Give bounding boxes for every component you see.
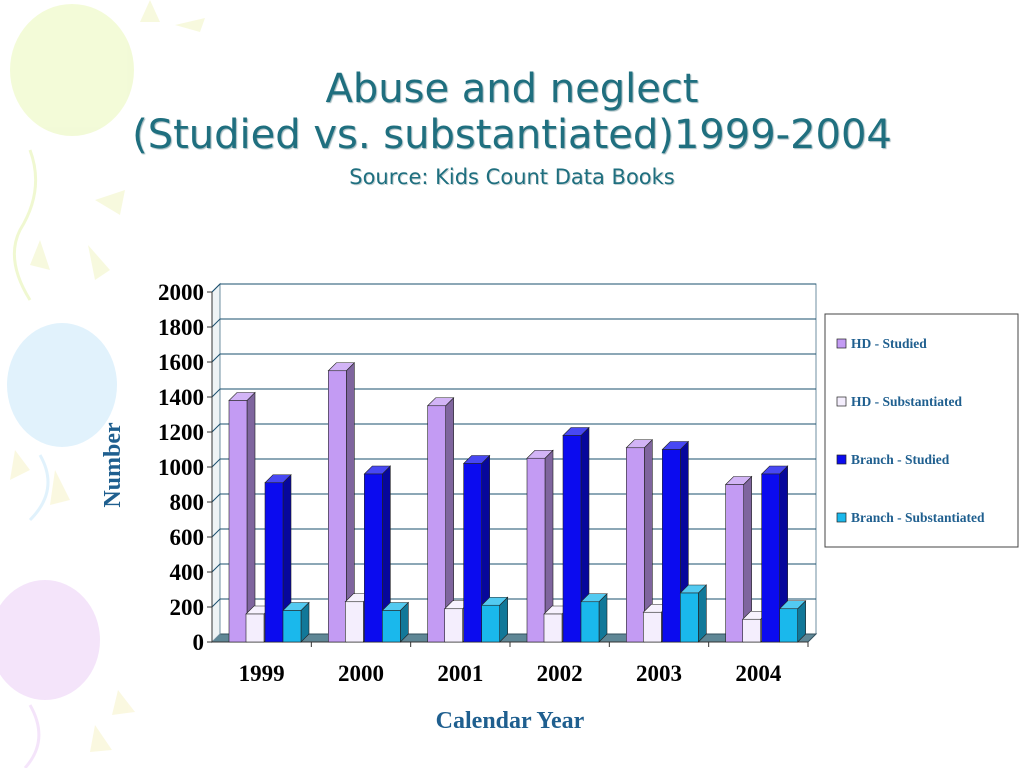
bar [526, 449, 554, 643]
bar [264, 474, 292, 643]
slide-subtitle: Source: Kids Count Data Books [349, 165, 675, 189]
bar-front [228, 400, 248, 643]
slide-title-line1: Abuse and neglect [325, 66, 699, 112]
legend-box [824, 313, 1019, 548]
gridline [211, 528, 816, 538]
bar-front [526, 457, 546, 643]
legend-swatch [836, 512, 847, 523]
bar [580, 593, 608, 643]
bar-front [562, 435, 582, 643]
legend-label: Branch - Substantiated [851, 510, 985, 525]
bar [363, 465, 392, 643]
y-tick-label: 800 [170, 490, 205, 515]
y-tick-label: 0 [193, 630, 205, 655]
bar-front [282, 610, 302, 643]
x-tick-label: 2002 [537, 661, 583, 686]
y-tick-label: 2000 [158, 280, 204, 305]
legend-swatch [836, 338, 847, 349]
bar [462, 454, 491, 643]
gridline [211, 598, 816, 608]
x-tick-label: 2003 [636, 661, 682, 686]
bar [724, 475, 753, 643]
bar-front [444, 608, 463, 643]
legend-label: HD - Substantiated [851, 394, 963, 409]
bar-front [742, 618, 761, 643]
bar [228, 391, 256, 643]
gridline [211, 563, 816, 573]
y-tick-label: 200 [170, 595, 205, 620]
bar-front [245, 613, 265, 643]
y-tick-label: 1800 [158, 315, 204, 340]
y-axis-title: Number [100, 422, 126, 508]
y-tick-label: 1400 [158, 385, 204, 410]
legend-swatch [836, 396, 847, 407]
bar-front [680, 592, 699, 643]
gridline [211, 283, 816, 293]
y-tick-label: 600 [170, 525, 205, 550]
x-axis-title: Calendar Year [436, 708, 585, 734]
bar-front [427, 405, 446, 643]
gridline [211, 493, 816, 503]
bar-front [643, 611, 662, 643]
bar [282, 601, 310, 643]
legend-label: HD - Studied [851, 336, 927, 351]
bar [480, 596, 509, 643]
legend-label: Branch - Studied [851, 452, 950, 467]
bar-front [463, 463, 482, 643]
bar-front [580, 601, 600, 643]
x-tick-label: 2001 [437, 661, 483, 686]
bar-front [328, 370, 347, 643]
x-tick-label: 2004 [735, 661, 782, 686]
bar-front [761, 473, 780, 643]
gridline [211, 458, 816, 468]
bar-front [626, 447, 645, 643]
bar-front [662, 449, 681, 643]
bar-front [382, 610, 401, 643]
bar [327, 362, 356, 643]
bar-front [345, 601, 364, 643]
y-tick-label: 1200 [158, 420, 204, 445]
slide-title-line2: (Studied vs. substantiated)1999-2004 [132, 112, 892, 158]
x-tick-label: 1999 [239, 661, 285, 686]
bar [381, 601, 410, 643]
gridline [211, 318, 816, 328]
y-tick-label: 400 [170, 560, 205, 585]
gridline [211, 423, 816, 433]
bar [778, 600, 807, 643]
bar-front [725, 484, 744, 643]
bar [625, 439, 654, 643]
bar-side [246, 391, 256, 643]
legend-swatch [836, 454, 847, 465]
bar-side [698, 584, 707, 643]
bar-front [543, 613, 563, 643]
bar-front [364, 473, 383, 643]
y-tick-label: 1000 [158, 455, 204, 480]
gridline [211, 353, 816, 363]
bar-front [779, 608, 798, 643]
bar [679, 584, 708, 643]
bar-front [264, 482, 284, 643]
y-tick-label: 1600 [158, 350, 204, 375]
x-tick-label: 2000 [338, 661, 384, 686]
gridline [211, 388, 816, 398]
bar-front [481, 604, 500, 643]
bar-side [598, 593, 608, 643]
bar [562, 426, 590, 643]
